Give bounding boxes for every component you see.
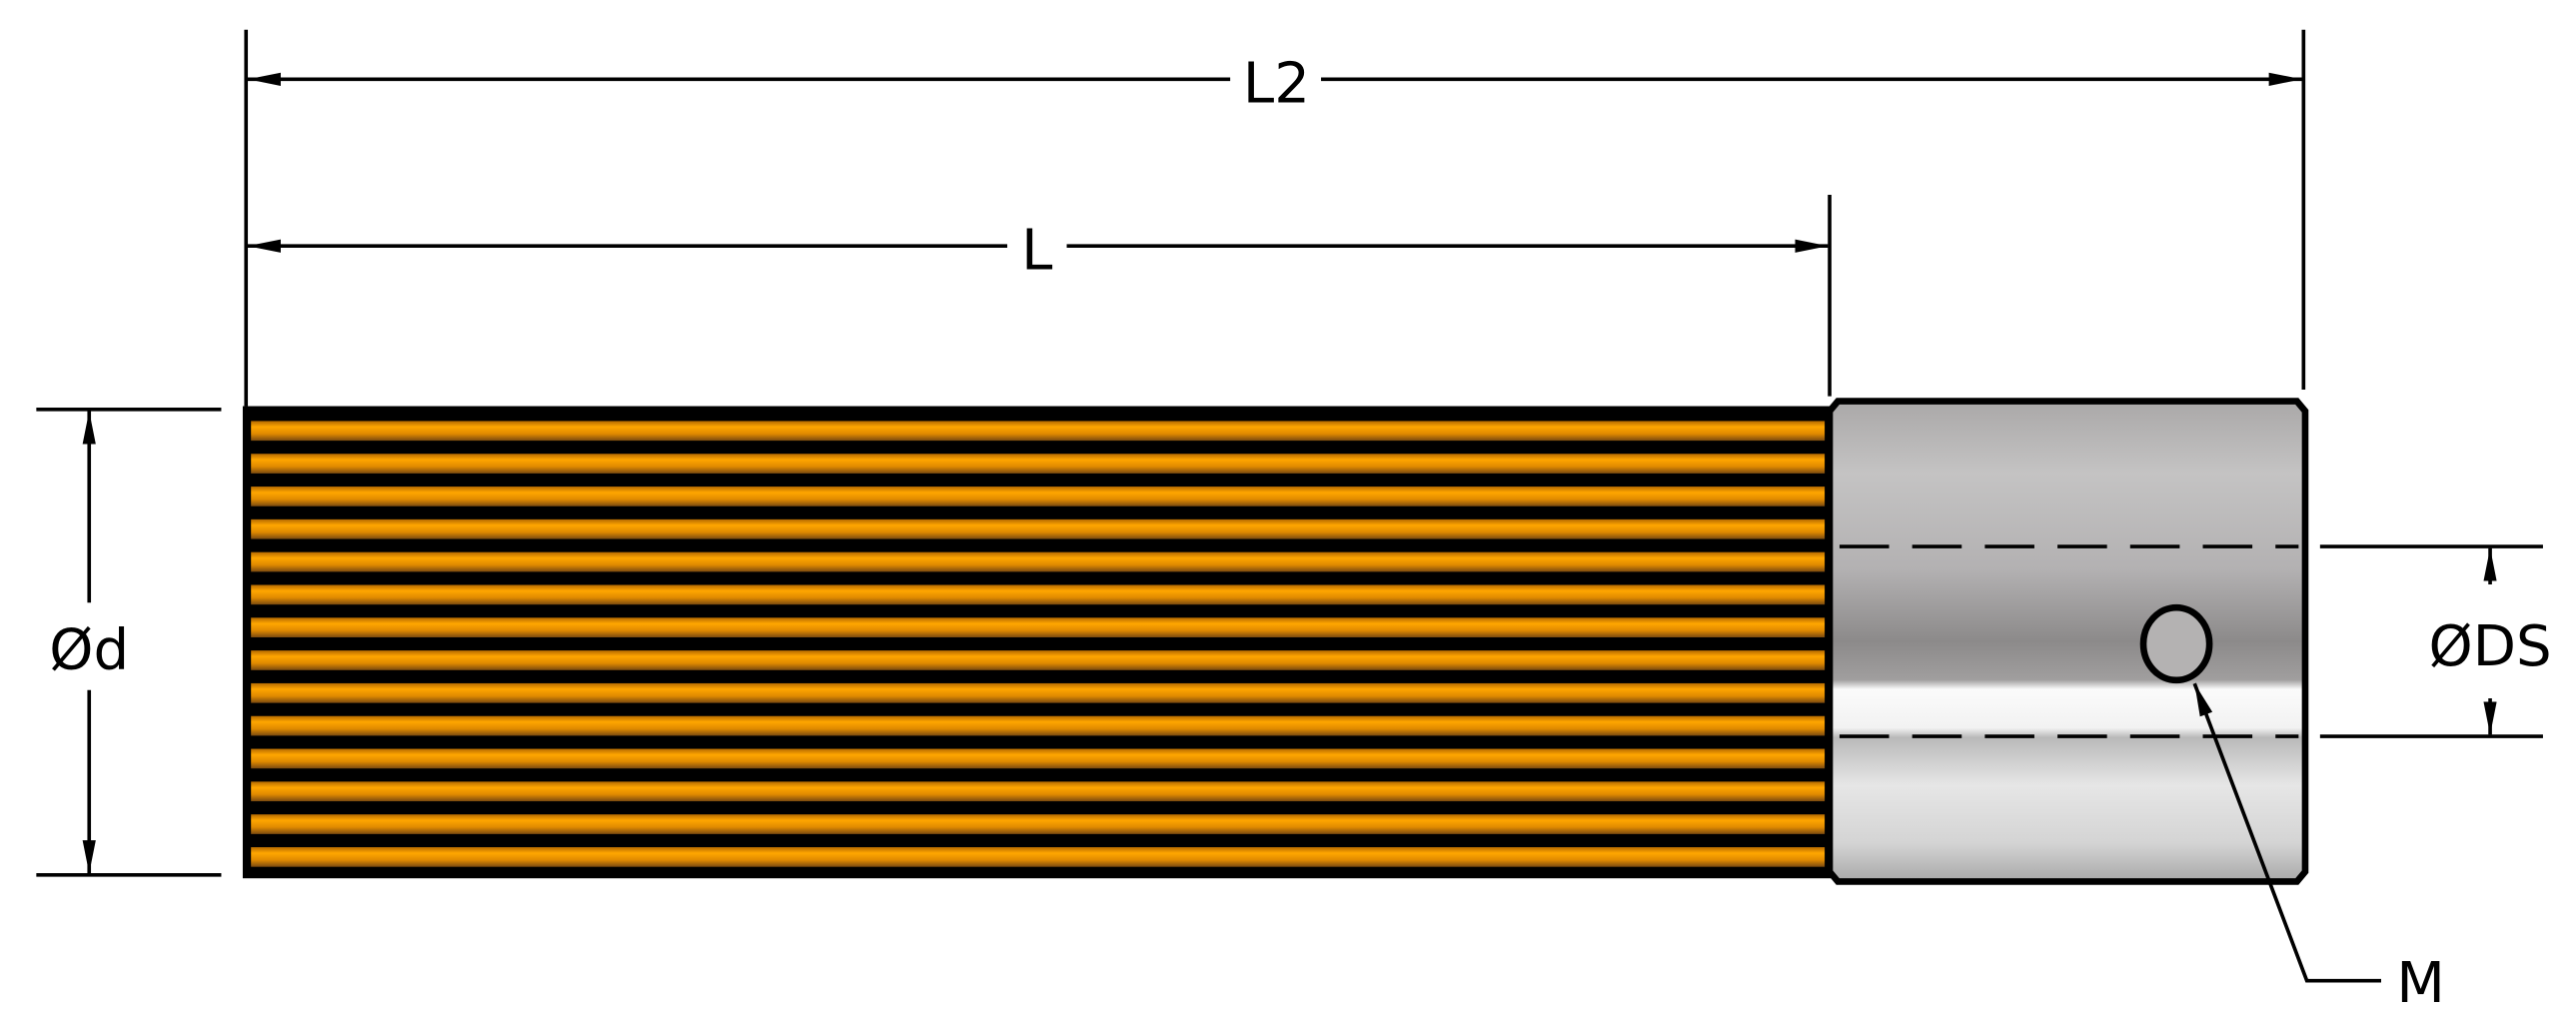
gear-tooth (251, 814, 1826, 834)
gear-tooth (251, 551, 1826, 572)
gear-tooth (251, 584, 1826, 605)
dimension-l2: L2 (244, 29, 2306, 407)
gear-tooth (251, 454, 1826, 474)
gear-tooth (251, 518, 1826, 539)
gear-tooth (251, 487, 1826, 507)
label-outer-diameter: Ød (49, 617, 129, 682)
leader-set-screw: M (2192, 682, 2445, 1016)
hub-section (1826, 398, 2309, 885)
gear-tooth (251, 781, 1826, 802)
gear-teeth-section (242, 406, 1834, 879)
label-shaft-diameter: ØDS (2429, 614, 2552, 679)
hub-body (1826, 398, 2309, 885)
gear-body (246, 409, 1831, 875)
gear-tooth (251, 748, 1826, 769)
dimension-shaft-diameter: ØDS (2319, 544, 2552, 738)
set-screw-hole (2139, 603, 2213, 684)
gear-tooth (251, 847, 1826, 867)
gear-tooth (251, 715, 1826, 736)
dimension-l: L (247, 195, 1832, 397)
dimension-outer-diameter: Ød (36, 408, 222, 877)
label-set-screw: M (2396, 951, 2444, 1016)
gear-tooth (251, 617, 1826, 637)
label-l2: L2 (1243, 51, 1310, 116)
label-l: L (1021, 218, 1052, 283)
leader-line (2192, 682, 2381, 983)
gear-tooth (251, 421, 1826, 442)
gear-tooth (251, 682, 1826, 703)
gear-tooth (251, 650, 1826, 670)
